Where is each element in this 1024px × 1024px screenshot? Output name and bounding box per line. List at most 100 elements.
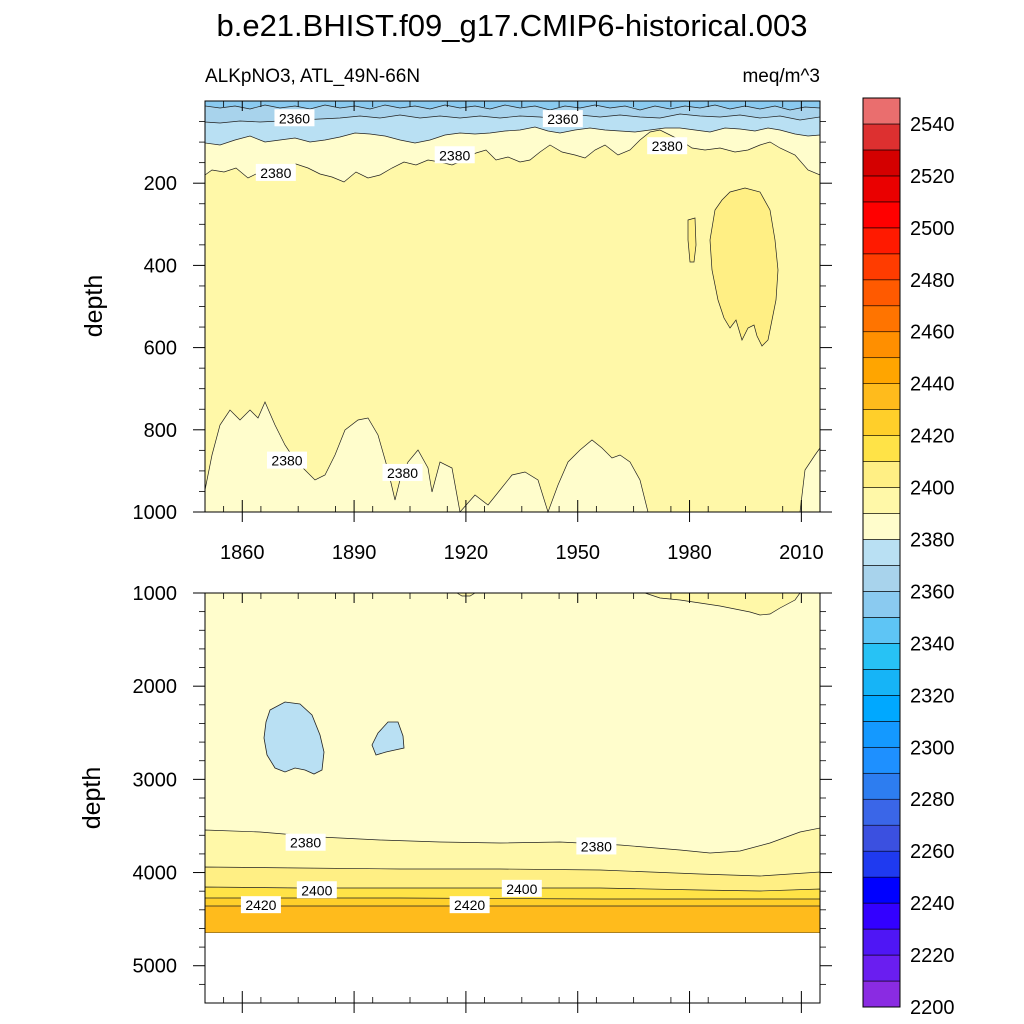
colorbar-swatch bbox=[862, 97, 901, 125]
bottom-panel-axes: 1000 2000 3000 4000 5000 bbox=[133, 583, 832, 1013]
top-contour-label: 2360 bbox=[274, 109, 315, 127]
colorbar-swatch bbox=[862, 435, 901, 462]
colorbar-swatch bbox=[862, 798, 901, 826]
colorbar-tick-label: 2260 bbox=[910, 841, 955, 863]
contour-label-text: 2380 bbox=[260, 165, 291, 181]
top-y-tick-label: 400 bbox=[144, 255, 177, 277]
colorbar-swatch bbox=[862, 954, 901, 982]
top-panel: 2360 2360 2380 2380 2380 2380 2380 1860 1890 192… bbox=[80, 100, 832, 564]
colorbar-tick-label: 2460 bbox=[910, 322, 955, 344]
contour-label-bg bbox=[296, 881, 337, 899]
contour-label-text: 2400 bbox=[506, 881, 537, 897]
top-panel-contour-labels: 2360 2360 2380 2380 2380 2380 2380 bbox=[255, 109, 688, 481]
contour-label-text: 2400 bbox=[301, 882, 332, 898]
top-y-tick-label: 1000 bbox=[133, 502, 178, 524]
contour-label-text: 2420 bbox=[245, 897, 276, 913]
contour-label-text: 2380 bbox=[652, 138, 683, 154]
contour-label-text: 2380 bbox=[271, 453, 302, 469]
colorbar-tick-label: 2380 bbox=[910, 530, 955, 552]
contour-label-bg bbox=[240, 896, 281, 914]
bottom-y-tick-label: 1000 bbox=[133, 583, 178, 605]
colorbar-swatch bbox=[862, 123, 901, 151]
top-x-tick-label: 1920 bbox=[444, 542, 489, 564]
colorbar-swatch bbox=[862, 331, 901, 359]
bottom-contour-label: 2420 bbox=[240, 896, 281, 914]
top-panel-subtitle-right: meq/m^3 bbox=[742, 66, 820, 87]
colorbar-swatch bbox=[862, 902, 901, 930]
colorbar-tick-label: 2440 bbox=[910, 374, 955, 396]
bottom-contour-label: 2400 bbox=[501, 879, 542, 897]
bottom-deep-band-2420-2430 bbox=[204, 905, 821, 934]
colorbar-swatch bbox=[862, 227, 901, 255]
colorbar-swatch bbox=[862, 539, 901, 566]
colorbar-swatch bbox=[862, 461, 901, 488]
top-y-tick-label: 600 bbox=[144, 338, 177, 360]
colorbar-swatch bbox=[862, 591, 901, 618]
colorbar-swatch bbox=[862, 357, 901, 384]
colorbar-swatch bbox=[862, 565, 901, 592]
colorbar-tick-label: 2360 bbox=[910, 581, 955, 603]
colorbar-swatch bbox=[862, 487, 901, 514]
top-small-region-2390-2400 bbox=[687, 217, 697, 263]
colorbar-swatch bbox=[862, 305, 901, 333]
contour-label-text: 2420 bbox=[454, 897, 485, 913]
colorbar-swatch bbox=[862, 695, 901, 722]
colorbar-swatch bbox=[862, 253, 901, 281]
colorbar-tick-label: 2320 bbox=[910, 685, 955, 707]
contour-label-bg bbox=[542, 110, 583, 128]
top-mid-region-2390-2400 bbox=[709, 187, 779, 347]
top-y-tick-label: 200 bbox=[144, 173, 177, 195]
top-surface-band-2340-2350 bbox=[204, 100, 821, 111]
contour-label-bg bbox=[501, 879, 542, 897]
contour-label-bg bbox=[576, 837, 617, 855]
colorbar-swatch bbox=[862, 824, 901, 852]
bottom-panel-ylabel: depth bbox=[78, 767, 106, 830]
contour-label-bg bbox=[449, 896, 490, 914]
colorbar-swatch bbox=[862, 409, 901, 436]
contour-label-bg bbox=[647, 137, 688, 155]
colorbar-tick-label: 2300 bbox=[910, 737, 955, 759]
colorbar-swatch bbox=[862, 149, 901, 177]
contour-label-bg bbox=[285, 833, 326, 851]
bottom-missing-data-area bbox=[205, 933, 820, 1002]
colorbar-swatch bbox=[862, 617, 901, 644]
colorbar-tick-label: 2540 bbox=[910, 114, 955, 136]
bottom-top-region-2380-2390 bbox=[644, 592, 801, 616]
top-panel-subtitle-left: ALKpNO3, ATL_49N-66N bbox=[205, 66, 420, 87]
contour-label-text: 2380 bbox=[387, 465, 418, 481]
contour-label-text: 2360 bbox=[279, 110, 310, 126]
colorbar-swatch bbox=[862, 643, 901, 670]
contour-label-bg bbox=[274, 109, 315, 127]
top-x-tick-label: 1860 bbox=[220, 542, 265, 564]
colorbar-swatch bbox=[862, 980, 901, 1008]
bottom-contour-label: 2420 bbox=[449, 896, 490, 914]
colorbar-tick-label: 2340 bbox=[910, 633, 955, 655]
top-y-tick-label: 800 bbox=[144, 420, 177, 442]
colorbar-swatch bbox=[862, 175, 901, 203]
colorbar-tick-label: 2520 bbox=[910, 166, 955, 188]
contour-label-bg bbox=[434, 146, 475, 164]
top-x-tick-label: 2010 bbox=[779, 542, 824, 564]
top-contour-label: 2380 bbox=[382, 463, 423, 481]
colorbar-tick-label: 2420 bbox=[910, 426, 955, 448]
colorbar-tick-label: 2280 bbox=[910, 789, 955, 811]
top-x-tick-label: 1890 bbox=[332, 542, 377, 564]
top-contour-label: 2380 bbox=[434, 146, 475, 164]
bottom-contour-label: 2400 bbox=[296, 881, 337, 899]
colorbar-tick-label: 2240 bbox=[910, 893, 955, 915]
top-panel-fill bbox=[204, 100, 821, 514]
bottom-contour-label: 2380 bbox=[285, 833, 326, 851]
bottom-panel-contour-labels: 2380 2380 2400 2400 2420 2420 bbox=[240, 833, 617, 914]
colorbar-swatch bbox=[862, 721, 901, 748]
top-contour-label: 2380 bbox=[255, 163, 296, 181]
bottom-panel-fill bbox=[204, 592, 821, 1002]
bottom-y-tick-label: 5000 bbox=[133, 956, 178, 978]
top-x-tick-label: 1980 bbox=[667, 542, 712, 564]
top-deep-region-2370-2380 bbox=[204, 401, 821, 514]
colorbar-swatch bbox=[862, 383, 901, 410]
colorbar-swatch bbox=[862, 928, 901, 956]
colorbar-swatch bbox=[862, 279, 901, 307]
colorbar-swatch bbox=[862, 850, 901, 878]
top-panel-ylabel: depth bbox=[80, 275, 108, 338]
colorbar-frame bbox=[862, 97, 901, 1008]
